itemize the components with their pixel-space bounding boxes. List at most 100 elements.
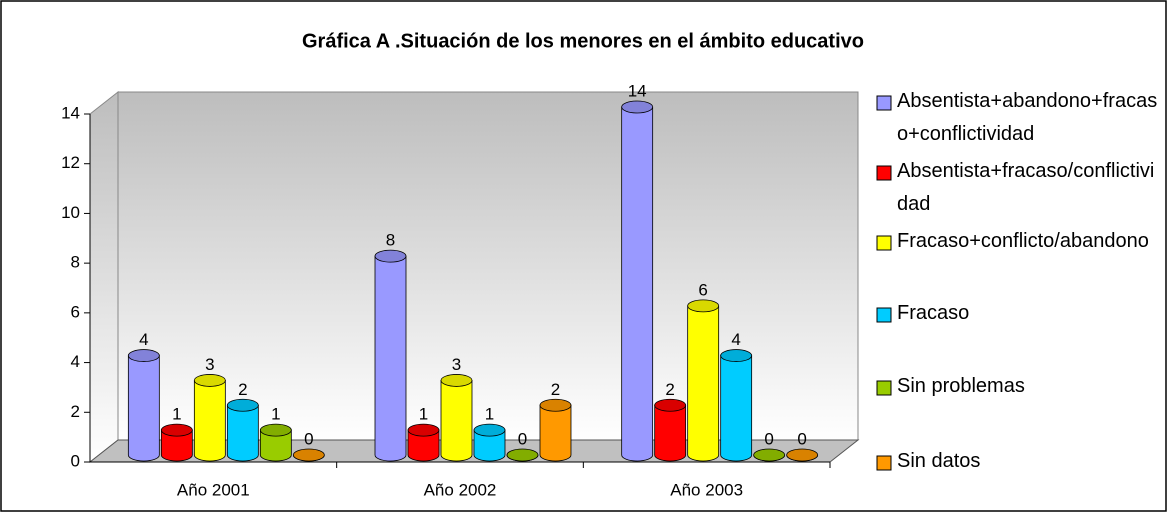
bar-body bbox=[687, 305, 720, 462]
bar-body bbox=[720, 355, 753, 462]
legend-item: Fracaso+conflicto/abandono bbox=[897, 230, 1149, 252]
bar-top bbox=[720, 349, 753, 362]
bar bbox=[786, 448, 819, 462]
bar-body bbox=[193, 380, 226, 462]
bar-body bbox=[259, 429, 292, 462]
bar bbox=[193, 374, 226, 462]
bar-body bbox=[374, 255, 407, 462]
legend-swatch bbox=[876, 307, 892, 323]
legend-swatch bbox=[876, 455, 892, 471]
legend-label: Absentista+fracaso/conflictividad bbox=[897, 160, 1155, 215]
bar-top bbox=[160, 423, 193, 437]
data-label: 0 bbox=[797, 429, 806, 448]
bar-body bbox=[407, 429, 440, 462]
data-label: 3 bbox=[205, 355, 214, 374]
data-label: 1 bbox=[485, 405, 494, 424]
legend-item: Sin datos bbox=[897, 450, 981, 472]
legend-item: Absentista+abandono+fracaso+conflictivid… bbox=[897, 90, 1158, 145]
y-tick-label: 2 bbox=[71, 402, 80, 421]
legend-swatch bbox=[876, 165, 892, 181]
bar bbox=[127, 349, 160, 462]
bar bbox=[259, 423, 292, 462]
y-tick-label: 6 bbox=[71, 302, 80, 321]
data-label: 0 bbox=[304, 429, 313, 448]
data-label: 14 bbox=[628, 81, 647, 100]
bar-body bbox=[473, 429, 506, 462]
bar-top bbox=[374, 249, 407, 263]
bar-top bbox=[259, 423, 292, 437]
bar-top bbox=[621, 100, 654, 114]
chart-title: Gráfica A .Situación de los menores en e… bbox=[302, 30, 864, 52]
data-label: 1 bbox=[419, 405, 428, 424]
legend-label: Sin datos bbox=[897, 450, 981, 472]
bar-top bbox=[539, 398, 572, 412]
bar-top bbox=[786, 448, 819, 462]
legend-label: Fracaso bbox=[897, 302, 970, 324]
bar-top bbox=[193, 374, 226, 387]
data-label: 3 bbox=[452, 355, 461, 374]
legend-swatch bbox=[876, 235, 892, 251]
bar bbox=[374, 249, 407, 462]
bar bbox=[506, 448, 539, 462]
data-label: 4 bbox=[731, 330, 740, 349]
data-label: 2 bbox=[238, 380, 247, 399]
bar-top bbox=[226, 398, 259, 412]
bar bbox=[654, 398, 687, 462]
bar-body bbox=[539, 404, 572, 462]
bar bbox=[160, 423, 193, 462]
data-label: 0 bbox=[764, 429, 773, 448]
data-label: 4 bbox=[139, 330, 148, 349]
data-label: 0 bbox=[518, 429, 527, 448]
bar-top bbox=[687, 299, 720, 313]
bar-body bbox=[127, 355, 160, 462]
bar bbox=[440, 374, 473, 462]
bar-body bbox=[226, 404, 259, 462]
bar-body bbox=[654, 404, 687, 462]
y-tick-label: 12 bbox=[61, 153, 80, 172]
bar bbox=[539, 398, 572, 462]
y-tick-label: 8 bbox=[71, 253, 80, 272]
bar bbox=[621, 100, 654, 462]
x-tick-label: Año 2001 bbox=[177, 480, 250, 499]
legend-item: Absentista+fracaso/conflictividad bbox=[897, 160, 1155, 215]
legend-swatch bbox=[876, 95, 892, 111]
data-label: 2 bbox=[665, 380, 674, 399]
x-tick-label: Año 2002 bbox=[424, 480, 497, 499]
x-tick-label: Año 2003 bbox=[670, 480, 743, 499]
bar-top bbox=[506, 448, 539, 462]
data-label: 2 bbox=[551, 380, 560, 399]
legend-item: Fracaso bbox=[897, 302, 970, 324]
bar-top bbox=[753, 448, 786, 462]
bar bbox=[720, 349, 753, 462]
data-label: 1 bbox=[172, 405, 181, 424]
bar-top bbox=[473, 423, 506, 437]
bar bbox=[687, 299, 720, 462]
bar bbox=[753, 448, 786, 462]
bar bbox=[473, 423, 506, 462]
y-tick-label: 0 bbox=[71, 451, 80, 470]
bar-top bbox=[407, 423, 440, 437]
y-tick-label: 4 bbox=[71, 352, 80, 371]
legend-label: Absentista+abandono+fracaso+conflictivid… bbox=[897, 90, 1158, 145]
legend-label: Sin problemas bbox=[897, 375, 1025, 397]
y-tick-label: 14 bbox=[61, 103, 80, 122]
bar-top bbox=[440, 374, 473, 387]
data-label: 8 bbox=[386, 231, 395, 250]
legend-label: Fracaso+conflicto/abandono bbox=[897, 230, 1149, 252]
side-wall bbox=[89, 90, 119, 464]
legend-item: Sin problemas bbox=[897, 375, 1025, 397]
legend-swatch bbox=[876, 380, 892, 396]
bar bbox=[292, 448, 325, 462]
bar-body bbox=[160, 429, 193, 462]
bar-top bbox=[127, 349, 160, 362]
bar-body bbox=[621, 106, 654, 462]
data-label: 6 bbox=[698, 280, 707, 299]
bar bbox=[407, 423, 440, 462]
bar-top bbox=[292, 448, 325, 462]
data-label: 1 bbox=[271, 405, 280, 424]
bar-top bbox=[654, 398, 687, 412]
y-tick-label: 10 bbox=[61, 203, 80, 222]
bar-body bbox=[440, 380, 473, 462]
bar bbox=[226, 398, 259, 462]
